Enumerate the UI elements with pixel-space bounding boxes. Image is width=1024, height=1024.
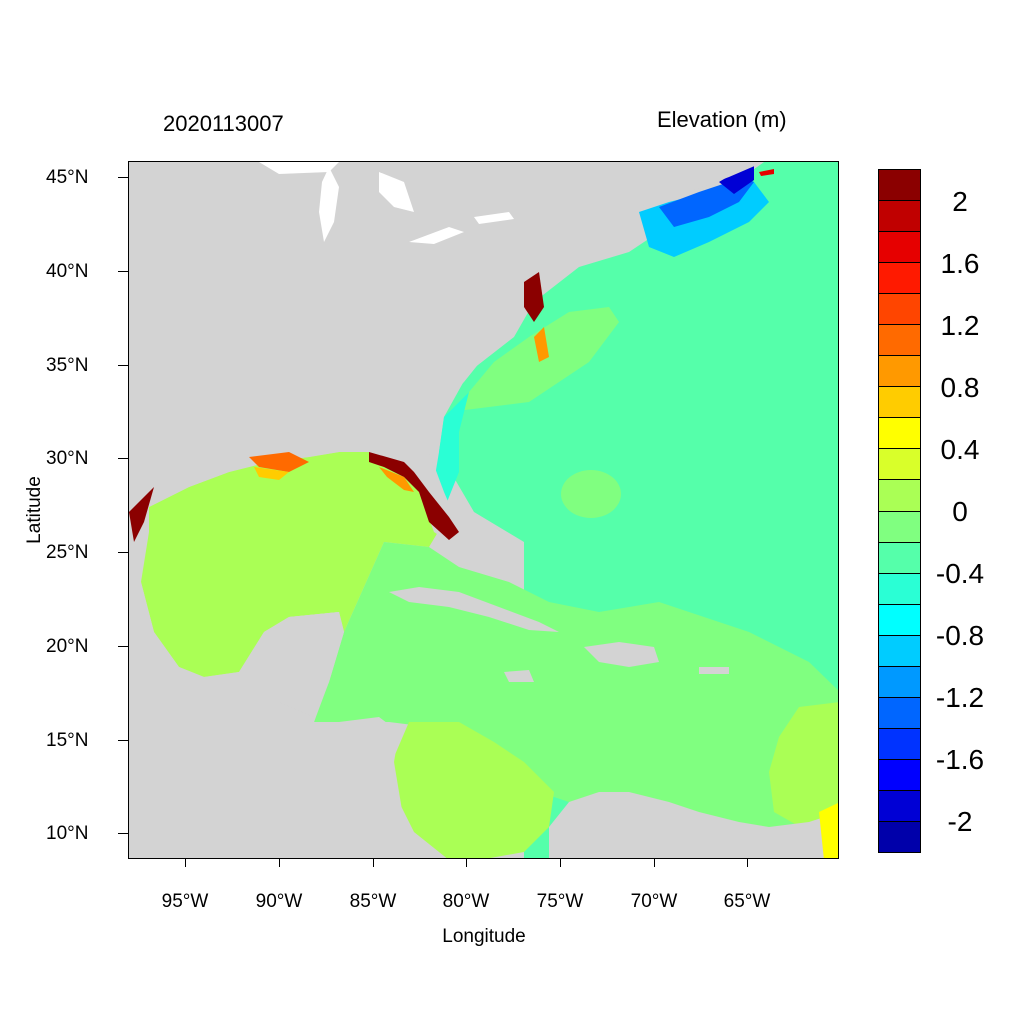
colorbar-label: 0.4 xyxy=(940,434,980,465)
colorbar-segment xyxy=(879,728,920,760)
colorbar-segment xyxy=(879,325,920,357)
nova-scotia-yellow xyxy=(819,802,838,858)
lake-superior xyxy=(259,162,339,174)
florida-west-coast-surge xyxy=(369,452,459,540)
colorbar-segment xyxy=(879,480,920,512)
colorbar-segment xyxy=(879,790,920,822)
y-tick-mark xyxy=(118,271,128,272)
east-caribbean-patch xyxy=(769,702,838,842)
x-axis-label: Longitude xyxy=(442,926,526,947)
colorbar-label: 0 xyxy=(952,496,968,527)
y-tick-mark xyxy=(118,177,128,178)
colorbar-segment xyxy=(879,356,920,388)
y-tick-label: 40°N xyxy=(46,261,89,282)
x-tick-label: 65°W xyxy=(723,891,771,912)
map-canvas xyxy=(129,162,838,858)
colorbar-segment xyxy=(879,759,920,791)
colorbar-label: -0.4 xyxy=(935,558,985,589)
timestamp-title: 2020113007 xyxy=(163,111,284,136)
bay-of-fundy-red xyxy=(759,169,774,176)
north-america-land xyxy=(129,162,764,542)
x-tick-mark xyxy=(185,859,186,867)
y-tick-label: 20°N xyxy=(46,636,89,657)
y-tick-label: 45°N xyxy=(46,167,89,188)
colorbar-segment xyxy=(879,821,920,853)
y-tick-label: 15°N xyxy=(46,730,89,751)
x-tick-label: 90°W xyxy=(255,891,303,912)
y-tick-mark xyxy=(118,458,128,459)
colorbar-segment xyxy=(879,666,920,698)
variable-title: Elevation (m) xyxy=(657,107,787,132)
y-tick-label: 10°N xyxy=(46,823,89,844)
colorbar-segment xyxy=(879,697,920,729)
colorbar-segment xyxy=(879,294,920,326)
x-tick-mark xyxy=(373,859,374,867)
x-tick-label: 80°W xyxy=(442,891,490,912)
florida-west-coast-orange xyxy=(379,467,414,492)
y-tick-label: 35°N xyxy=(46,355,89,376)
y-tick-mark xyxy=(118,833,128,834)
y-tick-label: 30°N xyxy=(46,448,89,469)
carolina-coast-orange xyxy=(534,327,549,362)
y-tick-label: 25°N xyxy=(46,542,89,563)
offshore-patch-1 xyxy=(449,307,619,412)
colorbar-segment xyxy=(879,573,920,605)
colorbar-label: -1.2 xyxy=(935,682,985,713)
caribbean-sea xyxy=(314,542,838,858)
cuba-land xyxy=(389,587,559,632)
texas-coast-surge xyxy=(129,487,154,542)
colorbar-label: 0.8 xyxy=(940,372,980,403)
y-tick-mark xyxy=(118,740,128,741)
colorbar-label: 1.2 xyxy=(940,310,980,341)
colorbar-segment xyxy=(879,232,920,264)
colorbar-segment xyxy=(879,511,920,543)
x-tick-label: 85°W xyxy=(349,891,397,912)
colorbar-segment xyxy=(879,635,920,667)
colorbar-label: 2 xyxy=(952,186,968,217)
florida-east-coast-water xyxy=(434,392,469,502)
nw-caribbean-patch xyxy=(394,722,554,858)
y-tick-mark xyxy=(118,365,128,366)
colorbar-segment xyxy=(879,542,920,574)
jamaica-land xyxy=(504,670,534,682)
gulf-of-maine-deep xyxy=(719,165,754,194)
x-tick-mark xyxy=(279,859,280,867)
south-america-land xyxy=(549,792,838,858)
y-tick-mark xyxy=(118,552,128,553)
x-tick-label: 70°W xyxy=(630,891,678,912)
gulf-of-mexico xyxy=(141,452,444,677)
colorbar-segment xyxy=(879,170,920,202)
louisiana-coast-surge xyxy=(249,452,309,472)
lake-ontario xyxy=(474,212,514,224)
lake-michigan xyxy=(319,167,339,242)
x-tick-label: 75°W xyxy=(536,891,584,912)
lake-huron xyxy=(379,172,414,212)
colorbar xyxy=(878,169,921,853)
colorbar-label: -2 xyxy=(947,806,973,837)
hispaniola-land xyxy=(584,642,659,667)
colorbar-segment xyxy=(879,418,920,450)
colorbar-segment xyxy=(879,387,920,419)
louisiana-coast-yellow xyxy=(254,467,289,480)
puerto-rico-land xyxy=(699,667,729,674)
offshore-patch-2 xyxy=(561,470,621,518)
colorbar-label: -1.6 xyxy=(935,744,985,775)
y-tick-mark xyxy=(118,646,128,647)
colorbar-label: 1.6 xyxy=(940,248,980,279)
colorbar-segment xyxy=(879,201,920,233)
chesapeake-surge xyxy=(524,272,544,322)
x-tick-mark xyxy=(747,859,748,867)
x-tick-label: 95°W xyxy=(161,891,209,912)
x-tick-mark xyxy=(466,859,467,867)
lake-erie xyxy=(409,227,464,244)
colorbar-segment xyxy=(879,263,920,295)
map-panel xyxy=(128,161,839,859)
yucatan-land xyxy=(264,612,344,717)
colorbar-segment xyxy=(879,604,920,636)
y-axis-label: Latitude xyxy=(24,476,45,544)
x-tick-mark xyxy=(654,859,655,867)
x-tick-mark xyxy=(560,859,561,867)
colorbar-label: -0.8 xyxy=(935,620,985,651)
colorbar-segment xyxy=(879,449,920,481)
